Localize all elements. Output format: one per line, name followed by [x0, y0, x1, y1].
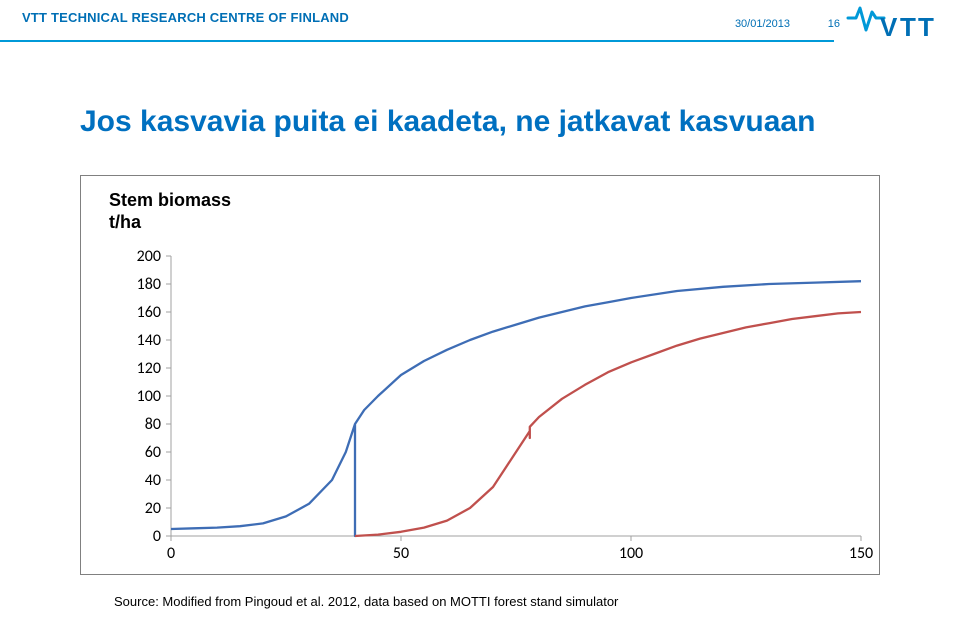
slide-root: VTT TECHNICAL RESEARCH CENTRE OF FINLAND…: [0, 0, 960, 638]
line-chart: 0 20 40 60 80 100 120 140 160 180 200 0 50 100 150: [81, 176, 881, 576]
svg-text:0: 0: [167, 544, 175, 563]
chart-container: Stem biomasst/ha 0 20 40 60 80 100 120 140 160 18…: [80, 175, 880, 575]
slide-header: VTT TECHNICAL RESEARCH CENTRE OF FINLAND…: [0, 0, 960, 46]
svg-text:80: 80: [145, 415, 161, 434]
svg-text:150: 150: [849, 544, 873, 563]
svg-text:60: 60: [145, 443, 161, 462]
y-axis-title: Stem biomasst/ha: [109, 190, 231, 233]
page-number: 16: [828, 18, 840, 30]
svg-text:100: 100: [137, 387, 161, 406]
svg-text:140: 140: [137, 331, 161, 350]
svg-text:200: 200: [137, 247, 161, 266]
svg-text:T: T: [918, 12, 934, 42]
header-divider: [0, 40, 834, 42]
header-date: 30/01/2013: [735, 18, 790, 30]
source-citation: Source: Modified from Pingoud et al. 201…: [114, 594, 618, 609]
vtt-logo-icon: V T T: [846, 4, 942, 47]
svg-text:V: V: [880, 12, 898, 42]
svg-text:40: 40: [145, 471, 161, 490]
svg-text:T: T: [900, 12, 916, 42]
svg-text:50: 50: [393, 544, 409, 563]
svg-text:20: 20: [145, 499, 161, 518]
svg-text:180: 180: [137, 275, 161, 294]
svg-text:0: 0: [153, 527, 161, 546]
org-name: VTT TECHNICAL RESEARCH CENTRE OF FINLAND: [22, 10, 349, 25]
slide-title: Jos kasvavia puita ei kaadeta, ne jatkav…: [80, 105, 815, 139]
svg-text:100: 100: [619, 544, 643, 563]
svg-text:160: 160: [137, 303, 161, 322]
svg-text:120: 120: [137, 359, 161, 378]
